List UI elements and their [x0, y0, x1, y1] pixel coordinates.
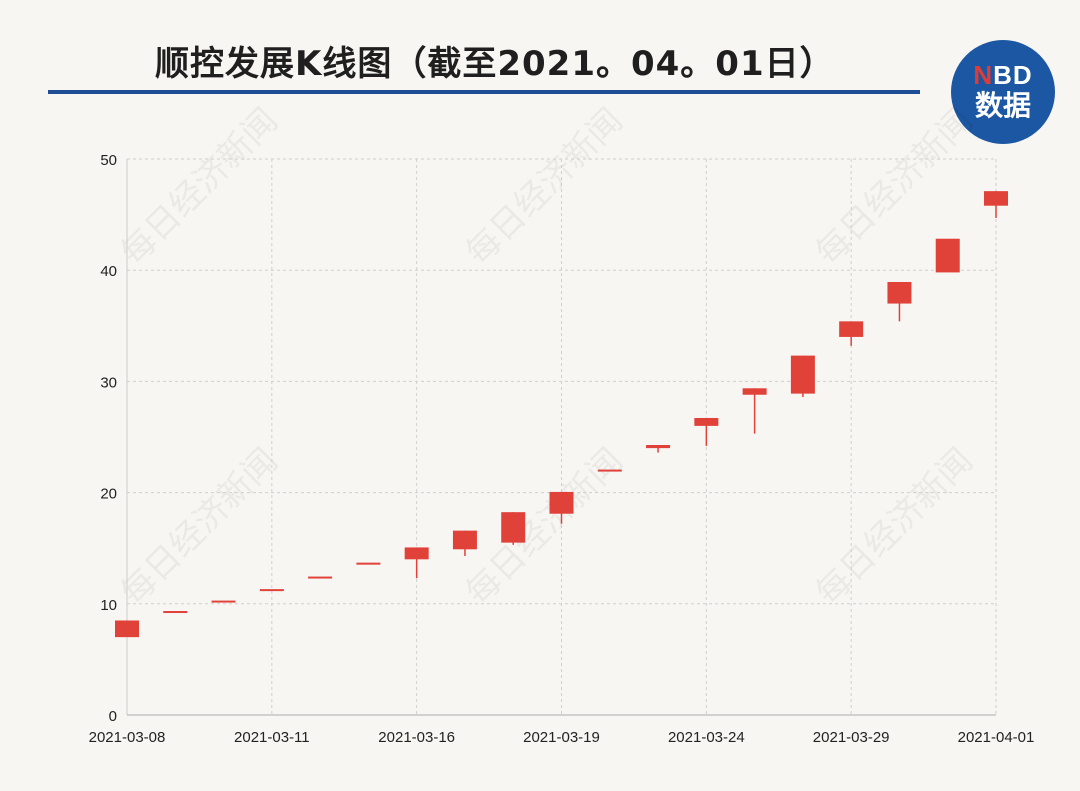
candle-body [984, 191, 1008, 206]
y-tick-label: 20 [100, 486, 117, 503]
x-tick-label: 2021-03-29 [813, 729, 890, 746]
x-tick-label: 2021-03-08 [89, 729, 166, 746]
x-tick-label: 2021-03-19 [523, 729, 600, 746]
y-tick-label: 30 [100, 374, 117, 391]
candle-body [211, 600, 236, 603]
candle-body [549, 491, 574, 514]
logo-letter-n: N [973, 60, 994, 90]
candle-body [597, 469, 622, 472]
candle-body [452, 530, 477, 550]
candle-body [935, 238, 960, 273]
y-tick-label: 40 [100, 263, 117, 280]
logo-text-shuju: 数据 [974, 89, 1031, 122]
candle-body [163, 611, 188, 614]
candle-body [115, 620, 139, 638]
chart-title: 顺控发展K线图（截至2021。04。01日） [155, 44, 835, 84]
candle-body [356, 562, 381, 565]
nbd-logo: NBD 数据 [951, 40, 1055, 144]
candle-body [501, 512, 526, 543]
y-tick-label: 10 [100, 597, 117, 614]
x-tick-label: 2021-04-01 [958, 729, 1035, 746]
candle-body [259, 589, 284, 592]
x-tick-label: 2021-03-24 [668, 729, 745, 746]
candle-body [742, 388, 767, 395]
x-tick-label: 2021-03-11 [234, 729, 310, 746]
y-tick-label: 0 [109, 708, 117, 725]
candle-body [308, 576, 333, 579]
title-underline [48, 90, 920, 94]
candle-body [839, 321, 864, 337]
candle-body [404, 547, 429, 560]
candle-body [646, 445, 671, 449]
logo-text-nbd: NBD [973, 62, 1032, 88]
candle-body [694, 417, 719, 426]
candle-body [790, 355, 815, 394]
x-tick-label: 2021-03-16 [378, 729, 455, 746]
y-tick-label: 50 [100, 152, 117, 169]
candle-body [887, 281, 912, 304]
logo-letters-bd: BD [993, 60, 1033, 90]
